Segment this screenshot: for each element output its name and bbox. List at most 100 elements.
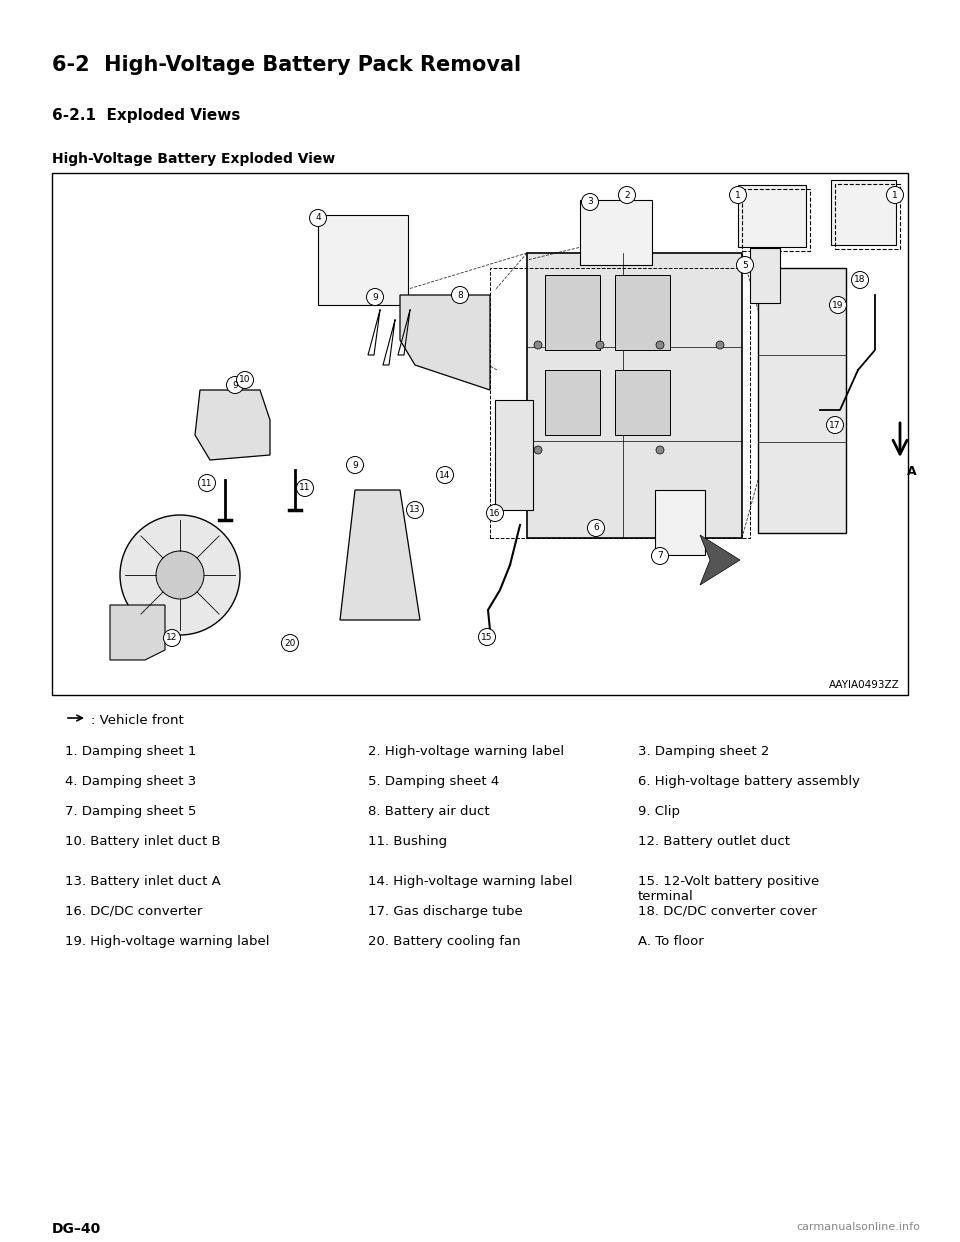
Text: 9. Clip: 9. Clip [638, 805, 680, 818]
Bar [318, 215, 408, 306]
Bar [615, 370, 670, 435]
Circle shape [227, 376, 244, 394]
Text: : Vehicle front: : Vehicle front [91, 714, 183, 727]
Text: 9: 9 [372, 293, 378, 302]
Text: 4: 4 [315, 214, 321, 222]
Circle shape [886, 186, 903, 204]
Text: 6-2  High-Voltage Battery Pack Removal: 6-2 High-Voltage Battery Pack Removal [52, 55, 521, 75]
Text: 6: 6 [593, 523, 599, 533]
Circle shape [199, 474, 215, 492]
Text: AAYIA0493ZZ: AAYIA0493ZZ [829, 681, 900, 691]
Bar [545, 370, 600, 435]
Circle shape [120, 515, 240, 635]
Bar [615, 274, 670, 350]
Circle shape [309, 210, 326, 226]
Circle shape [534, 342, 542, 349]
Text: carmanualsonline.info: carmanualsonline.info [796, 1222, 920, 1232]
Circle shape [656, 446, 664, 455]
Bar [742, 189, 810, 251]
Circle shape [406, 502, 423, 518]
Circle shape [437, 467, 453, 483]
Text: 7: 7 [658, 551, 662, 560]
Text: 9: 9 [352, 461, 358, 469]
Bar [52, 173, 908, 696]
Polygon shape [340, 491, 420, 620]
Circle shape [451, 287, 468, 303]
Text: 20: 20 [284, 638, 296, 647]
Circle shape [163, 630, 180, 647]
Circle shape [347, 457, 364, 473]
Text: 6. High-voltage battery assembly: 6. High-voltage battery assembly [638, 775, 860, 787]
Text: DG–40: DG–40 [52, 1222, 101, 1236]
Text: 3. Damping sheet 2: 3. Damping sheet 2 [638, 745, 769, 758]
Text: 11: 11 [202, 478, 213, 488]
Circle shape [582, 194, 598, 210]
Circle shape [736, 257, 754, 273]
Text: 11: 11 [300, 483, 311, 493]
Circle shape [596, 342, 604, 349]
Text: 8: 8 [457, 291, 463, 299]
Bar [545, 274, 600, 350]
Bar [758, 268, 846, 533]
Bar [495, 400, 533, 510]
Polygon shape [400, 296, 490, 390]
Text: 9: 9 [232, 380, 238, 390]
Text: 13: 13 [409, 505, 420, 514]
Circle shape [852, 272, 869, 288]
Text: 19. High-voltage warning label: 19. High-voltage warning label [65, 935, 270, 948]
Circle shape [829, 297, 847, 313]
Circle shape [716, 342, 724, 349]
Text: 4. Damping sheet 3: 4. Damping sheet 3 [65, 775, 196, 787]
Text: 17: 17 [829, 421, 841, 430]
Circle shape [236, 371, 253, 389]
Bar [831, 180, 896, 245]
Text: 19: 19 [832, 301, 844, 309]
Text: A: A [907, 465, 917, 478]
Text: 3: 3 [588, 197, 593, 206]
Text: 12: 12 [166, 633, 178, 642]
Text: 5: 5 [742, 261, 748, 270]
Bar [580, 200, 652, 265]
Text: 11. Bushing: 11. Bushing [368, 835, 447, 848]
Text: 2: 2 [624, 190, 630, 200]
Bar [490, 268, 750, 538]
Bar [738, 185, 806, 247]
Text: 18: 18 [854, 276, 866, 284]
Text: 15. 12-Volt battery positive
terminal: 15. 12-Volt battery positive terminal [638, 876, 819, 903]
Text: 5. Damping sheet 4: 5. Damping sheet 4 [368, 775, 499, 787]
Text: 12. Battery outlet duct: 12. Battery outlet duct [638, 835, 790, 848]
Bar [835, 184, 900, 248]
Text: 16. DC/DC converter: 16. DC/DC converter [65, 905, 203, 918]
Text: 14. High-voltage warning label: 14. High-voltage warning label [368, 876, 572, 888]
Circle shape [297, 479, 314, 497]
Text: 20. Battery cooling fan: 20. Battery cooling fan [368, 935, 520, 948]
Circle shape [827, 416, 844, 433]
Circle shape [730, 186, 747, 204]
Circle shape [656, 342, 664, 349]
Text: 18. DC/DC converter cover: 18. DC/DC converter cover [638, 905, 817, 918]
Text: 1: 1 [735, 190, 741, 200]
Text: 15: 15 [481, 632, 492, 642]
Circle shape [281, 635, 299, 652]
Circle shape [156, 551, 204, 599]
Text: 1. Damping sheet 1: 1. Damping sheet 1 [65, 745, 197, 758]
Text: 14: 14 [440, 471, 450, 479]
Text: 7. Damping sheet 5: 7. Damping sheet 5 [65, 805, 197, 818]
Circle shape [478, 628, 495, 646]
Text: 8. Battery air duct: 8. Battery air duct [368, 805, 490, 818]
Circle shape [534, 446, 542, 455]
Polygon shape [195, 390, 270, 460]
Bar [750, 248, 780, 303]
Text: 1: 1 [892, 190, 898, 200]
Text: 17. Gas discharge tube: 17. Gas discharge tube [368, 905, 523, 918]
Circle shape [487, 504, 503, 522]
Text: 16: 16 [490, 508, 501, 518]
Text: 13. Battery inlet duct A: 13. Battery inlet duct A [65, 876, 221, 888]
Polygon shape [700, 535, 740, 585]
Text: 10. Battery inlet duct B: 10. Battery inlet duct B [65, 835, 221, 848]
Text: High-Voltage Battery Exploded View: High-Voltage Battery Exploded View [52, 152, 335, 166]
Text: A. To floor: A. To floor [638, 935, 704, 948]
Circle shape [618, 186, 636, 204]
Circle shape [652, 548, 668, 565]
Circle shape [588, 519, 605, 537]
